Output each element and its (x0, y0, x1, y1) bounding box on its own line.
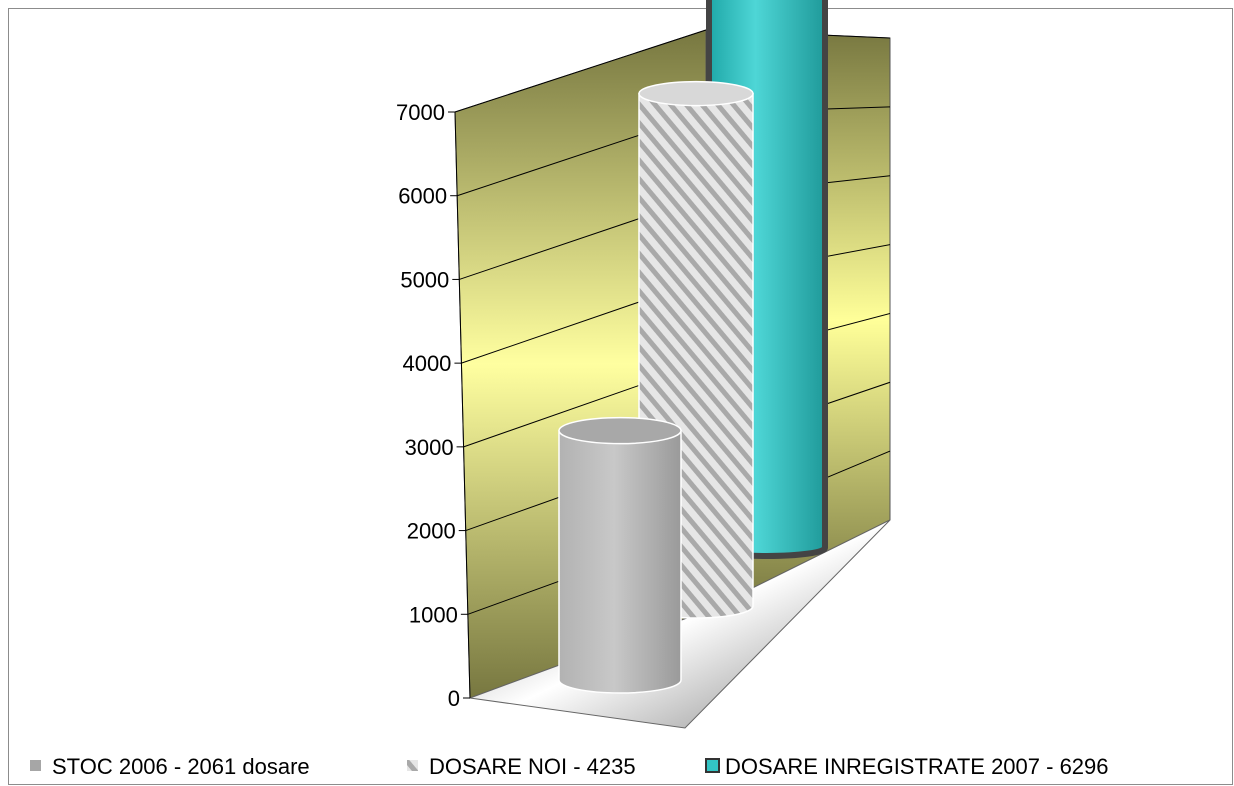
legend-swatch-stoc (30, 760, 41, 771)
y-tick-label: 7000 (396, 100, 445, 125)
bar-cylinder-body (558, 429, 682, 694)
bar-cylinder-top (638, 80, 754, 107)
y-axis: 0 1000 2000 3000 4000 5000 6000 7000 (396, 100, 471, 711)
gridline-left (454, 29, 707, 113)
legend-label-inregistrate: DOSARE INREGISTRATE 2007 - 6296 (725, 754, 1109, 779)
y-tick-label: 6000 (398, 184, 447, 209)
legend-label-dosare-noi: DOSARE NOI - 4235 (429, 754, 636, 779)
chart-frame (8, 8, 1233, 785)
bar-cylinder (558, 416, 682, 694)
y-tick-label: 0 (448, 686, 460, 711)
bar-cylinder-top (558, 416, 682, 445)
legend-label-stoc: STOC 2006 - 2061 dosare (52, 754, 310, 779)
bars (558, 0, 828, 694)
legend-swatch-inregistrate (705, 758, 720, 773)
y-tick-label: 3000 (405, 435, 454, 460)
y-axis-line (454, 111, 471, 699)
y-tick-label: 2000 (407, 519, 456, 544)
legend-swatch-dosare-noi (407, 760, 418, 771)
legend: STOC 2006 - 2061 dosare DOSARE NOI - 423… (30, 754, 1109, 779)
y-tick-label: 1000 (409, 602, 458, 627)
y-tick-label: 5000 (400, 267, 449, 292)
y-tick-label: 4000 (402, 351, 451, 376)
